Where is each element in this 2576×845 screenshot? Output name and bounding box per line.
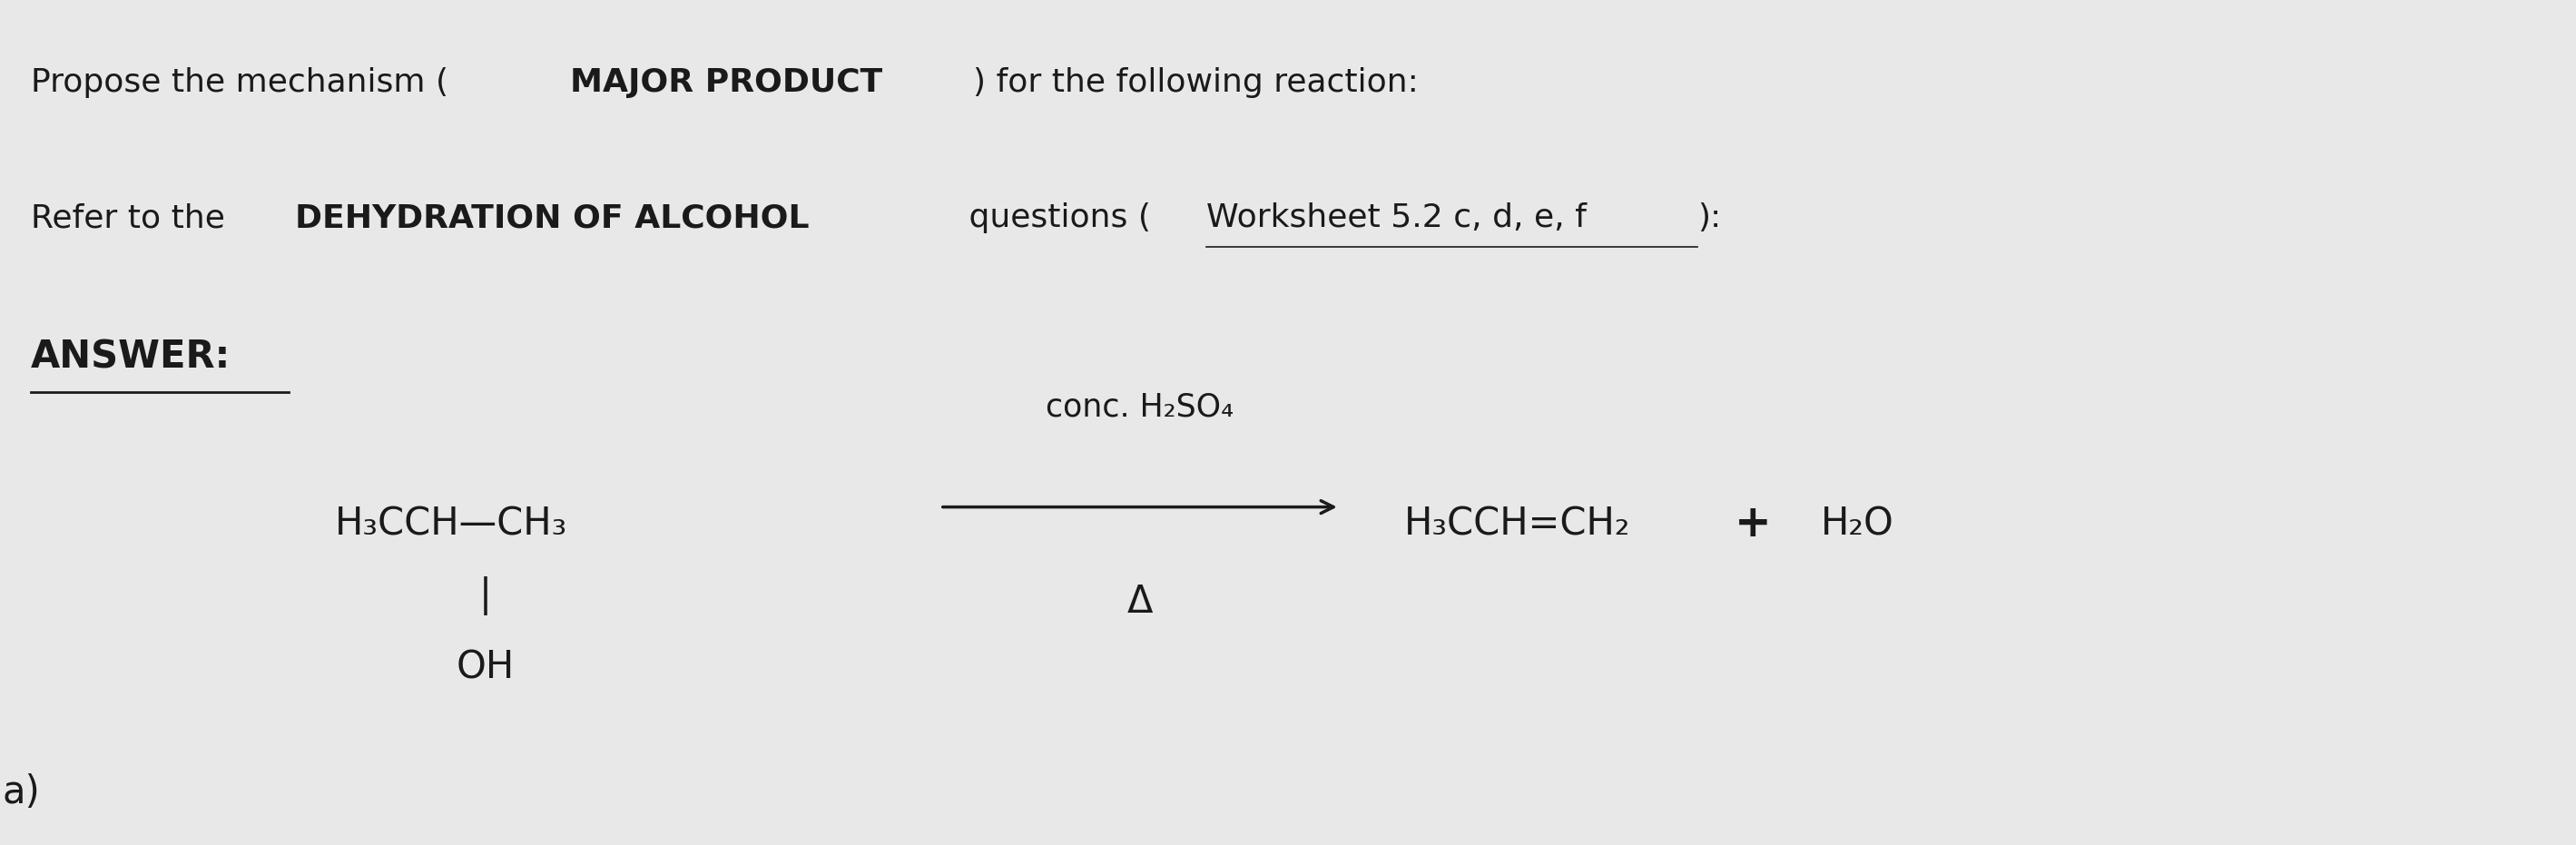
Text: ):: ): <box>1698 203 1721 234</box>
Text: ) for the following reaction:: ) for the following reaction: <box>974 68 1419 99</box>
Text: H₃CCH—CH₃: H₃CCH—CH₃ <box>335 504 567 543</box>
Text: H₃CCH=CH₂: H₃CCH=CH₂ <box>1404 504 1631 543</box>
Text: Refer to the: Refer to the <box>31 203 234 234</box>
Text: OH: OH <box>456 648 515 687</box>
Text: DEHYDRATION OF ALCOHOL: DEHYDRATION OF ALCOHOL <box>294 203 809 234</box>
Text: conc. H₂SO₄: conc. H₂SO₄ <box>1046 391 1234 422</box>
Text: questions (: questions ( <box>958 203 1151 234</box>
Text: ANSWER:: ANSWER: <box>31 338 232 376</box>
Text: Worksheet 5.2 c, d, e, f: Worksheet 5.2 c, d, e, f <box>1206 203 1587 234</box>
Text: a): a) <box>3 773 41 811</box>
Text: H₂O: H₂O <box>1821 504 1893 543</box>
Text: Δ: Δ <box>1126 583 1154 621</box>
Text: +: + <box>1734 502 1772 546</box>
Text: MAJOR PRODUCT: MAJOR PRODUCT <box>569 68 884 99</box>
Text: |: | <box>479 576 492 615</box>
Text: Propose the mechanism (: Propose the mechanism ( <box>31 68 448 99</box>
